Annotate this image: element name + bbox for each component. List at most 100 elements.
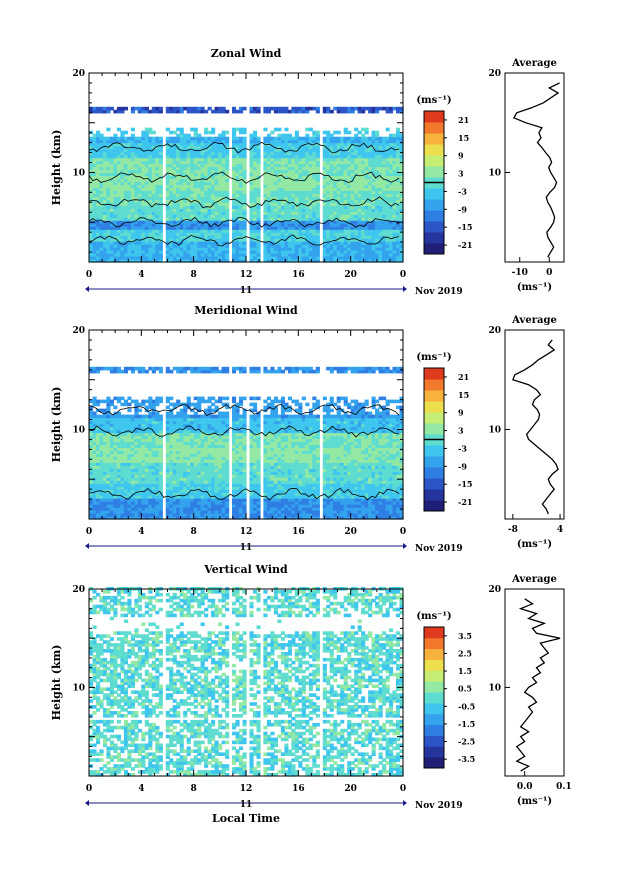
y-tick-label: 10: [72, 683, 85, 693]
colorbar-segment: [424, 111, 444, 123]
profile-line: [512, 82, 560, 258]
x-axis-label: Local Time: [212, 812, 280, 825]
colorbar-segment: [424, 390, 444, 402]
contour-line: [88, 425, 400, 438]
y-axis-label: Height (km): [50, 387, 63, 463]
x-tick-label: 4: [138, 784, 144, 794]
y-axis-label: Height (km): [50, 645, 63, 721]
heatmap-cells: [89, 587, 404, 777]
colorbar-tick-label: 3: [458, 426, 464, 436]
colorbar-segment: [424, 368, 444, 380]
colorbar: (ms⁻¹) 21 15 9 3 -3 -9 -15 -21: [416, 95, 472, 255]
chart-title: Meridional Wind: [194, 304, 298, 317]
x-tick-label: 8: [191, 527, 197, 537]
colorbar-tick-label: 21: [458, 115, 469, 125]
colorbar-unit: (ms⁻¹): [416, 611, 451, 622]
colorbar-segment: [424, 735, 444, 747]
average-profile: Average 20 10 -8 4 (ms⁻¹): [488, 315, 565, 550]
colorbar-tick-label: -15: [458, 479, 472, 489]
x-tick-label: 0: [400, 527, 406, 537]
colorbar-segment: [424, 659, 444, 671]
colorbar-tick-label: -15: [458, 222, 472, 232]
colorbar-tick-label: 9: [458, 151, 464, 161]
date-suffix: Nov 2019: [415, 801, 463, 811]
profile-y-tick-label: 20: [488, 69, 501, 79]
x-tick-label: 0: [86, 270, 92, 280]
profile-line: [512, 339, 559, 515]
x-tick-label: 0: [86, 784, 92, 794]
x-tick-label: 20: [344, 527, 357, 537]
x-tick-label: 4: [138, 270, 144, 280]
profile-frame: [504, 329, 565, 520]
x-tick-label: 0: [86, 527, 92, 537]
profile-y-tick-label: 10: [488, 168, 501, 178]
colorbar-tick-label: -3: [458, 443, 467, 453]
colorbar-unit: (ms⁻¹): [416, 95, 451, 106]
colorbar-segment: [424, 166, 444, 178]
colorbar-segment: [424, 692, 444, 704]
colorbar-tick-label: 1.5: [458, 666, 472, 676]
heatmap-cells: [89, 366, 404, 520]
profile-frame: [504, 72, 565, 263]
colorbar-tick-label: 15: [458, 390, 469, 400]
profile-x-label: (ms⁻¹): [517, 796, 552, 807]
colorbar-segment: [424, 637, 444, 650]
colorbar-tick-label: -3.5: [458, 754, 475, 764]
colorbar-tick-label: 3: [458, 169, 464, 179]
x-tick-label: 16: [292, 527, 305, 537]
average-profile: Average 20 10 0.0 0.1 (ms⁻¹): [488, 574, 571, 807]
x-tick-label: 12: [240, 270, 253, 280]
colorbar-segment: [424, 401, 444, 413]
colorbar-segment: [424, 423, 444, 435]
date-suffix: Nov 2019: [415, 287, 463, 297]
colorbar-segment: [424, 489, 444, 501]
date-axis-arrow: [85, 543, 89, 549]
profile-x-label: (ms⁻¹): [517, 282, 552, 293]
profile-x-tick-label: -8: [508, 525, 518, 535]
profile-x-tick-label: 0.0: [517, 782, 533, 792]
x-tick-label: 8: [191, 270, 197, 280]
x-tick-label: 20: [344, 270, 357, 280]
chart-panel-1: Zonal Wind 0 4 8 12 16 20 0 20 10 Height (km) 11 Nov…: [50, 47, 565, 297]
chart-title: Zonal Wind: [211, 47, 282, 60]
contour-line: [88, 403, 400, 416]
colorbar-tick-label: -2.5: [458, 737, 475, 747]
x-tick-label: 20: [344, 784, 357, 794]
profile-line: [515, 598, 561, 772]
profile-x-tick-label: 0.1: [556, 782, 572, 792]
contour-line: [88, 216, 400, 228]
date-axis-arrow: [85, 800, 89, 806]
y-tick-label: 20: [72, 69, 85, 79]
profile-title: Average: [511, 58, 557, 69]
colorbar-segment: [424, 681, 444, 693]
colorbar: (ms⁻¹) 21 15 9 3 -3 -9 -15 -21: [416, 352, 472, 512]
colorbar-tick-label: 2.5: [458, 648, 472, 658]
colorbar-tick-label: 21: [458, 372, 469, 382]
contour-line: [88, 171, 400, 184]
colorbar-tick-label: 3.5: [458, 631, 472, 641]
colorbar-unit: (ms⁻¹): [416, 352, 451, 363]
colorbar-segment: [424, 188, 444, 200]
colorbar-tick-label: 9: [458, 408, 464, 418]
chart-panel-3: Vertical Wind 0 4 8 12 16 20 0 20 10 Height (km) 11…: [50, 563, 572, 825]
y-tick-label: 10: [72, 168, 85, 178]
profile-y-tick-label: 20: [488, 585, 501, 595]
average-profile: Average 20 10 -10 0 (ms⁻¹): [488, 58, 565, 293]
profile-y-tick-label: 10: [488, 425, 501, 435]
colorbar-segment: [424, 702, 444, 715]
date-axis-arrow: [85, 286, 89, 292]
profile-y-tick-label: 10: [488, 683, 501, 693]
colorbar-segment: [424, 155, 444, 167]
colorbar-tick-label: -0.5: [458, 701, 475, 711]
contour-line: [88, 141, 400, 154]
date-label: 11: [240, 543, 253, 553]
colorbar-tick-label: -9: [458, 204, 467, 214]
profile-x-label: (ms⁻¹): [517, 539, 552, 550]
date-axis-arrow: [403, 286, 407, 292]
colorbar-tick-label: 0.5: [458, 684, 472, 694]
colorbar-segment: [424, 199, 444, 211]
colorbar-segment: [424, 144, 444, 156]
colorbar-segment: [424, 627, 444, 639]
colorbar-segment: [424, 456, 444, 468]
colorbar-segment: [424, 670, 444, 682]
